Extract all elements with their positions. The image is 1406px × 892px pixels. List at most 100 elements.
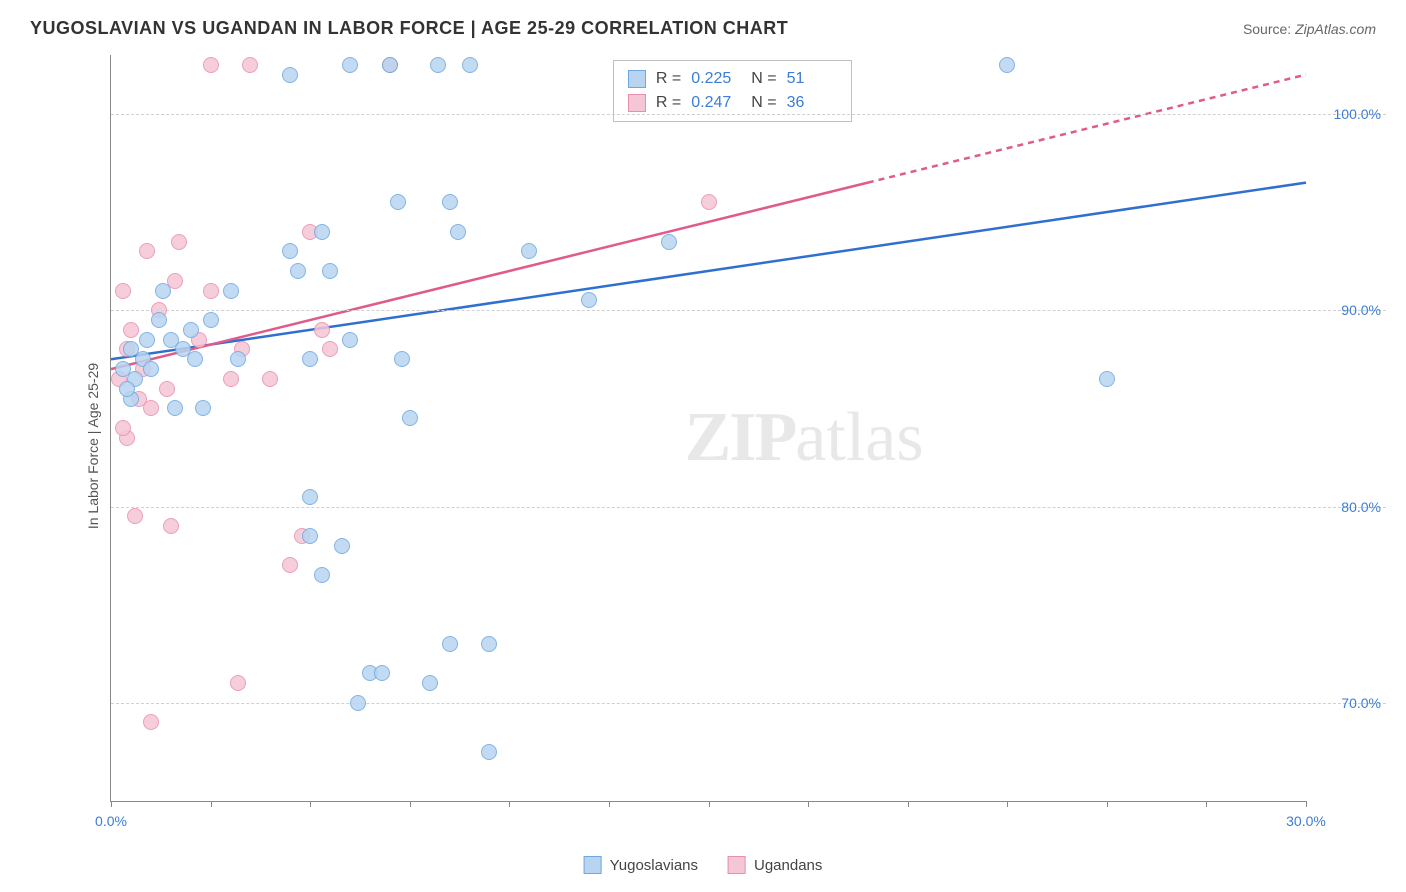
scatter-point [430, 57, 446, 73]
stats-row-yugoslavians: R = 0.225 N = 51 [628, 67, 837, 91]
scatter-point [1099, 371, 1115, 387]
trend-lines [111, 55, 1306, 801]
scatter-point [382, 57, 398, 73]
x-tick [1206, 801, 1207, 807]
legend-swatch-ugandans [728, 856, 746, 874]
chart-header: YUGOSLAVIAN VS UGANDAN IN LABOR FORCE | … [0, 0, 1406, 49]
scatter-point [390, 194, 406, 210]
scatter-point [115, 283, 131, 299]
scatter-point [167, 400, 183, 416]
scatter-point [230, 675, 246, 691]
stat-r-value-yugoslavians: 0.225 [691, 67, 741, 91]
scatter-point [322, 263, 338, 279]
x-tick [1107, 801, 1108, 807]
scatter-point [262, 371, 278, 387]
gridline [111, 507, 1386, 508]
scatter-point [442, 636, 458, 652]
scatter-point [115, 420, 131, 436]
y-tick-label: 80.0% [1341, 499, 1381, 515]
x-tick [310, 801, 311, 807]
scatter-point [223, 371, 239, 387]
source-value: ZipAtlas.com [1295, 21, 1376, 37]
scatter-point [302, 528, 318, 544]
scatter-point [282, 557, 298, 573]
x-tick [509, 801, 510, 807]
scatter-point [155, 283, 171, 299]
stat-n-value-yugoslavians: 51 [787, 67, 837, 91]
watermark-atlas: atlas [795, 399, 923, 476]
gridline [111, 310, 1386, 311]
chart-container: ZIPatlas R = 0.225 N = 51 R = 0.247 N = … [60, 55, 1386, 832]
scatter-point [342, 57, 358, 73]
scatter-point [282, 243, 298, 259]
scatter-point [242, 57, 258, 73]
scatter-point [127, 508, 143, 524]
scatter-point [481, 744, 497, 760]
scatter-point [314, 322, 330, 338]
scatter-point [151, 312, 167, 328]
scatter-point [119, 381, 135, 397]
scatter-point [394, 351, 410, 367]
scatter-point [581, 292, 597, 308]
x-tick [211, 801, 212, 807]
scatter-point [481, 636, 497, 652]
plot-area: ZIPatlas R = 0.225 N = 51 R = 0.247 N = … [110, 55, 1306, 802]
scatter-point [183, 322, 199, 338]
stat-r-label: R = [656, 67, 681, 91]
scatter-point [282, 67, 298, 83]
source-label: Source: [1243, 21, 1291, 37]
scatter-point [322, 341, 338, 357]
x-tick [111, 801, 112, 807]
x-tick [709, 801, 710, 807]
legend-label-ugandans: Ugandans [754, 857, 822, 874]
scatter-point [230, 351, 246, 367]
legend-item-yugoslavians: Yugoslavians [584, 856, 698, 874]
legend-label-yugoslavians: Yugoslavians [610, 857, 698, 874]
swatch-ugandans [628, 94, 646, 112]
scatter-point [402, 410, 418, 426]
legend-item-ugandans: Ugandans [728, 856, 822, 874]
scatter-point [223, 283, 239, 299]
scatter-point [302, 351, 318, 367]
scatter-point [123, 322, 139, 338]
scatter-point [203, 283, 219, 299]
scatter-point [314, 567, 330, 583]
x-tick [808, 801, 809, 807]
scatter-point [187, 351, 203, 367]
gridline [111, 703, 1386, 704]
scatter-point [701, 194, 717, 210]
scatter-point [159, 381, 175, 397]
scatter-point [442, 194, 458, 210]
scatter-point [290, 263, 306, 279]
stat-n-label: N = [751, 67, 776, 91]
y-tick-label: 70.0% [1341, 695, 1381, 711]
scatter-point [203, 312, 219, 328]
x-tick [1306, 801, 1307, 807]
scatter-point [195, 400, 211, 416]
bottom-legend: Yugoslavians Ugandans [584, 856, 823, 874]
stats-row-ugandans: R = 0.247 N = 36 [628, 91, 837, 115]
scatter-point [139, 243, 155, 259]
scatter-point [171, 234, 187, 250]
stat-n-value-ugandans: 36 [787, 91, 837, 115]
stat-n-label: N = [751, 91, 776, 115]
x-tick [1007, 801, 1008, 807]
scatter-point [422, 675, 438, 691]
scatter-point [163, 518, 179, 534]
scatter-point [139, 332, 155, 348]
stat-r-label: R = [656, 91, 681, 115]
source-citation: Source: ZipAtlas.com [1243, 21, 1376, 37]
x-tick [908, 801, 909, 807]
legend-swatch-yugoslavians [584, 856, 602, 874]
y-tick-label: 100.0% [1334, 106, 1381, 122]
x-tick [410, 801, 411, 807]
scatter-point [450, 224, 466, 240]
swatch-yugoslavians [628, 70, 646, 88]
watermark-zip: ZIP [685, 399, 796, 476]
scatter-point [143, 714, 159, 730]
x-tick-label: 30.0% [1286, 813, 1326, 829]
y-tick-label: 90.0% [1341, 302, 1381, 318]
scatter-point [302, 489, 318, 505]
scatter-point [521, 243, 537, 259]
scatter-point [314, 224, 330, 240]
